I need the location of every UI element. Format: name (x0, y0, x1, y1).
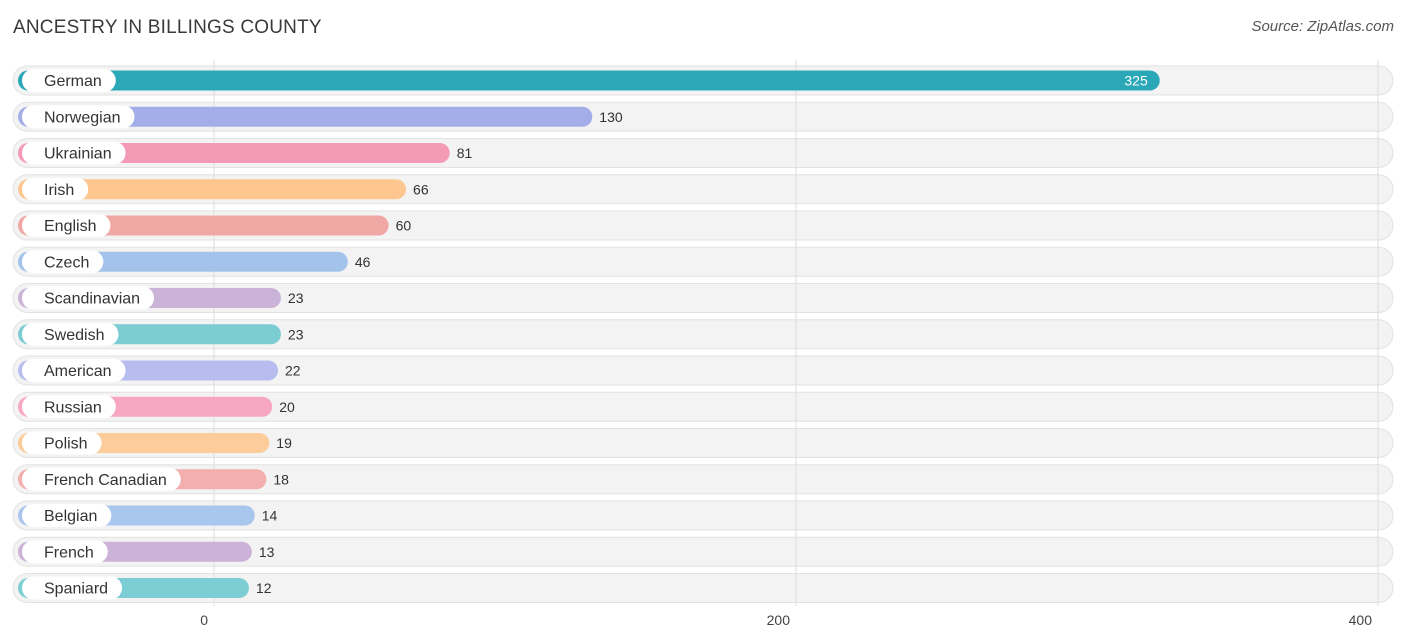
category-pill (22, 286, 155, 310)
category-label: Swedish (44, 327, 104, 344)
category-pill (22, 395, 116, 419)
bar-german[interactable] (18, 70, 1160, 91)
category-label: Spaniard (44, 581, 108, 598)
category-pill (22, 467, 181, 491)
value-label: 23 (288, 290, 304, 306)
row-background (12, 464, 1394, 495)
category-pill (22, 359, 126, 382)
value-label: 325 (1124, 73, 1148, 89)
value-label: 46 (355, 254, 371, 270)
chart-title: ANCESTRY IN BILLINGS COUNTY (13, 17, 322, 38)
category-label: American (44, 363, 112, 380)
value-label: 18 (273, 471, 289, 487)
category-label: French (44, 544, 94, 561)
category-pill (22, 250, 104, 274)
category-pill (22, 177, 89, 201)
category-label: Belgian (44, 508, 97, 525)
row-background (12, 391, 1394, 422)
x-tick-label: 400 (1349, 612, 1373, 628)
category-label: Scandinavian (44, 291, 140, 308)
category-label: English (44, 218, 96, 235)
value-label: 12 (256, 580, 272, 596)
value-label: 13 (259, 544, 275, 560)
value-label: 19 (276, 435, 292, 451)
row-background (12, 500, 1394, 531)
category-label: Russian (44, 399, 102, 416)
category-pill (22, 105, 135, 129)
bar-ukrainian[interactable] (18, 143, 450, 163)
value-label: 60 (396, 218, 412, 234)
value-label: 23 (288, 326, 304, 342)
category-pill (22, 540, 108, 564)
bar-irish[interactable] (18, 179, 407, 200)
row-background (12, 319, 1394, 350)
row-background (12, 246, 1394, 277)
value-label: 22 (285, 363, 301, 379)
category-pill (22, 322, 119, 346)
category-pill (22, 141, 126, 165)
value-label: 14 (262, 508, 278, 524)
x-tick-label: 200 (767, 612, 791, 628)
row-background (12, 573, 1394, 603)
source-note: Source: ZipAtlas.com (1251, 18, 1394, 35)
value-label: 20 (279, 399, 295, 415)
category-label: Ukrainian (44, 146, 112, 163)
row-background (12, 536, 1394, 567)
category-pill (22, 504, 112, 527)
value-label: 81 (457, 145, 473, 161)
x-tick-label: 0 (200, 612, 208, 628)
category-pill (22, 69, 116, 92)
row-background (12, 428, 1394, 458)
category-pill (22, 431, 102, 455)
bar-english[interactable] (18, 215, 389, 236)
category-label: Polish (44, 436, 88, 453)
category-pill (22, 214, 111, 237)
category-pill (22, 576, 123, 600)
bar-norwegian[interactable] (18, 106, 593, 127)
category-label: French Canadian (44, 472, 167, 489)
value-label: 66 (413, 181, 429, 197)
category-label: Norwegian (44, 109, 120, 126)
value-label: 130 (599, 109, 623, 125)
row-background (12, 355, 1394, 386)
category-label: Czech (44, 254, 89, 271)
category-label: Irish (44, 182, 74, 199)
row-background (12, 283, 1394, 313)
category-label: German (44, 73, 102, 90)
